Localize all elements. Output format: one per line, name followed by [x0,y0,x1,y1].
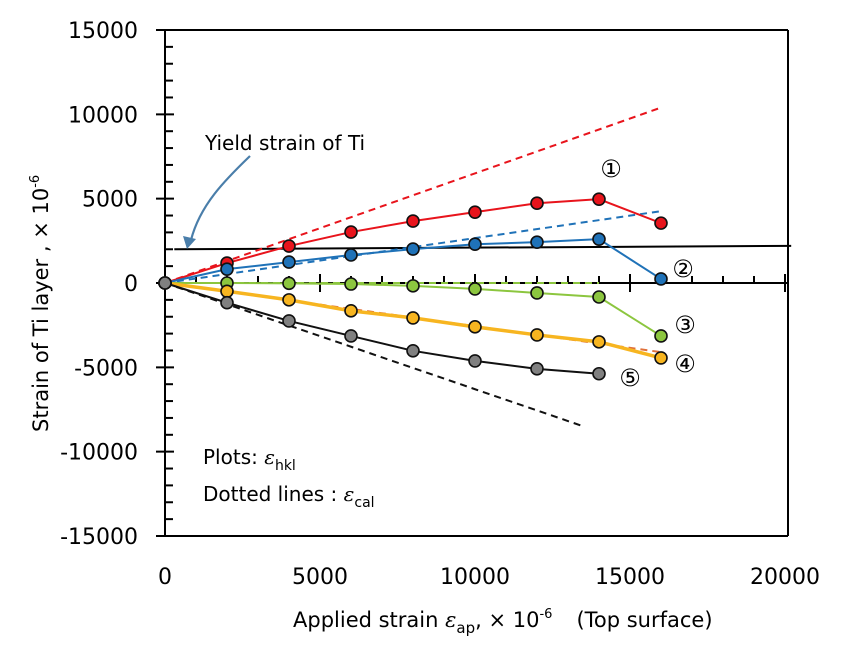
data-point-series-5 [282,314,296,328]
data-point-series-5 [530,362,544,376]
y-axis-title-text: Strain of Ti layer , × 10 [29,188,53,432]
y-tick-label: -5000 [74,356,138,381]
data-point-series-4 [468,320,482,334]
data-point-series-5 [406,344,420,358]
series-label-2: ② [672,255,694,283]
data-point-series-4 [530,328,544,342]
data-point-series-4 [592,335,606,349]
data-point-series-4 [406,311,420,325]
x-tick-label: 5000 [292,565,348,590]
data-point-series-2 [592,232,606,246]
data-point-series-3 [468,282,482,296]
plots-legend-symbol: ε [264,445,275,469]
data-point-series-4 [220,284,234,299]
x-tick-label: 0 [158,565,172,590]
x-axis-title-subscript: ap [456,619,475,637]
data-point-series-3 [592,290,606,304]
measured-series [158,192,668,381]
x-axis-title-note: (Top surface) [576,608,712,632]
yield-arrow-icon [189,155,251,241]
plots-legend: Plots: εhkl [203,445,296,474]
y-tick-label: 10000 [68,103,138,128]
data-point-series-2 [406,242,420,256]
series-label-1: ① [600,155,622,183]
y-axis-title-exponent: -6 [28,175,43,188]
series-label-3: ③ [674,311,696,339]
data-point-series-2 [530,235,544,249]
data-point-series-1 [654,216,668,230]
data-point-series-5 [158,276,172,290]
data-point-series-1 [530,196,544,211]
y-tick-label: 15000 [68,19,138,44]
series-labels: ① ② ③ ④ ⑤ [600,155,696,392]
y-tick-label: -15000 [60,525,138,550]
calc-line-1 [164,106,662,284]
y-tick-label: -10000 [60,441,138,466]
data-point-series-2 [344,248,358,262]
data-point-series-3 [530,286,544,300]
data-point-series-1 [282,239,296,253]
data-point-series-1 [468,205,482,219]
data-point-series-3 [654,329,668,343]
series-label-5: ⑤ [619,364,641,392]
axis-tick-labels: 15000 10000 5000 0 -5000 -10000 -15000 0 5000 100… [60,19,820,590]
x-axis-title: Applied strain εap, × 10-6 (Top surface) [293,607,713,637]
data-point-series-4 [282,293,296,307]
data-point-series-3 [344,277,358,291]
x-axis-title-prefix: Applied strain [293,608,445,632]
data-point-series-3 [406,279,420,293]
x-axis-title-symbol: ε [445,608,456,632]
data-point-series-5 [592,366,606,381]
yield-strain-label: Yield strain of Ti [204,131,365,155]
yield-arrow-head-icon [183,236,196,249]
dotted-legend-subscript: cal [354,495,374,511]
data-point-series-2 [468,237,482,252]
y-axis-title: Strain of Ti layer , × 10-6 [28,175,53,432]
data-point-series-5 [220,295,234,310]
data-point-series-4 [344,304,358,318]
dotted-legend-symbol: ε [344,482,355,506]
x-tick-label: 20000 [750,565,820,590]
x-axis-title-suffix: , × 10 [475,608,539,632]
plots-legend-subscript: hkl [275,458,296,474]
data-point-series-2 [654,272,668,286]
data-point-series-2 [282,255,296,269]
data-point-series-5 [344,329,358,343]
series-line-1 [164,198,662,284]
data-point-series-4 [654,351,668,365]
y-tick-label: 5000 [82,188,138,213]
x-axis-title-exponent: -6 [539,607,552,622]
data-point-series-3 [282,276,296,291]
data-point-series-1 [592,192,606,206]
series-label-4: ④ [674,350,696,378]
plots-legend-text: Plots: [203,445,264,469]
x-tick-label: 15000 [595,565,665,590]
x-tick-label: 10000 [440,565,510,590]
data-point-series-1 [406,214,420,228]
data-point-series-5 [468,354,482,368]
data-point-series-2 [220,262,234,276]
dotted-legend: Dotted lines : εcal [203,482,375,511]
y-tick-label: 0 [124,272,138,297]
calc-line-5 [164,282,584,428]
data-point-series-1 [344,225,358,239]
dotted-legend-text: Dotted lines : [203,482,344,506]
series-line-5 [164,282,600,375]
